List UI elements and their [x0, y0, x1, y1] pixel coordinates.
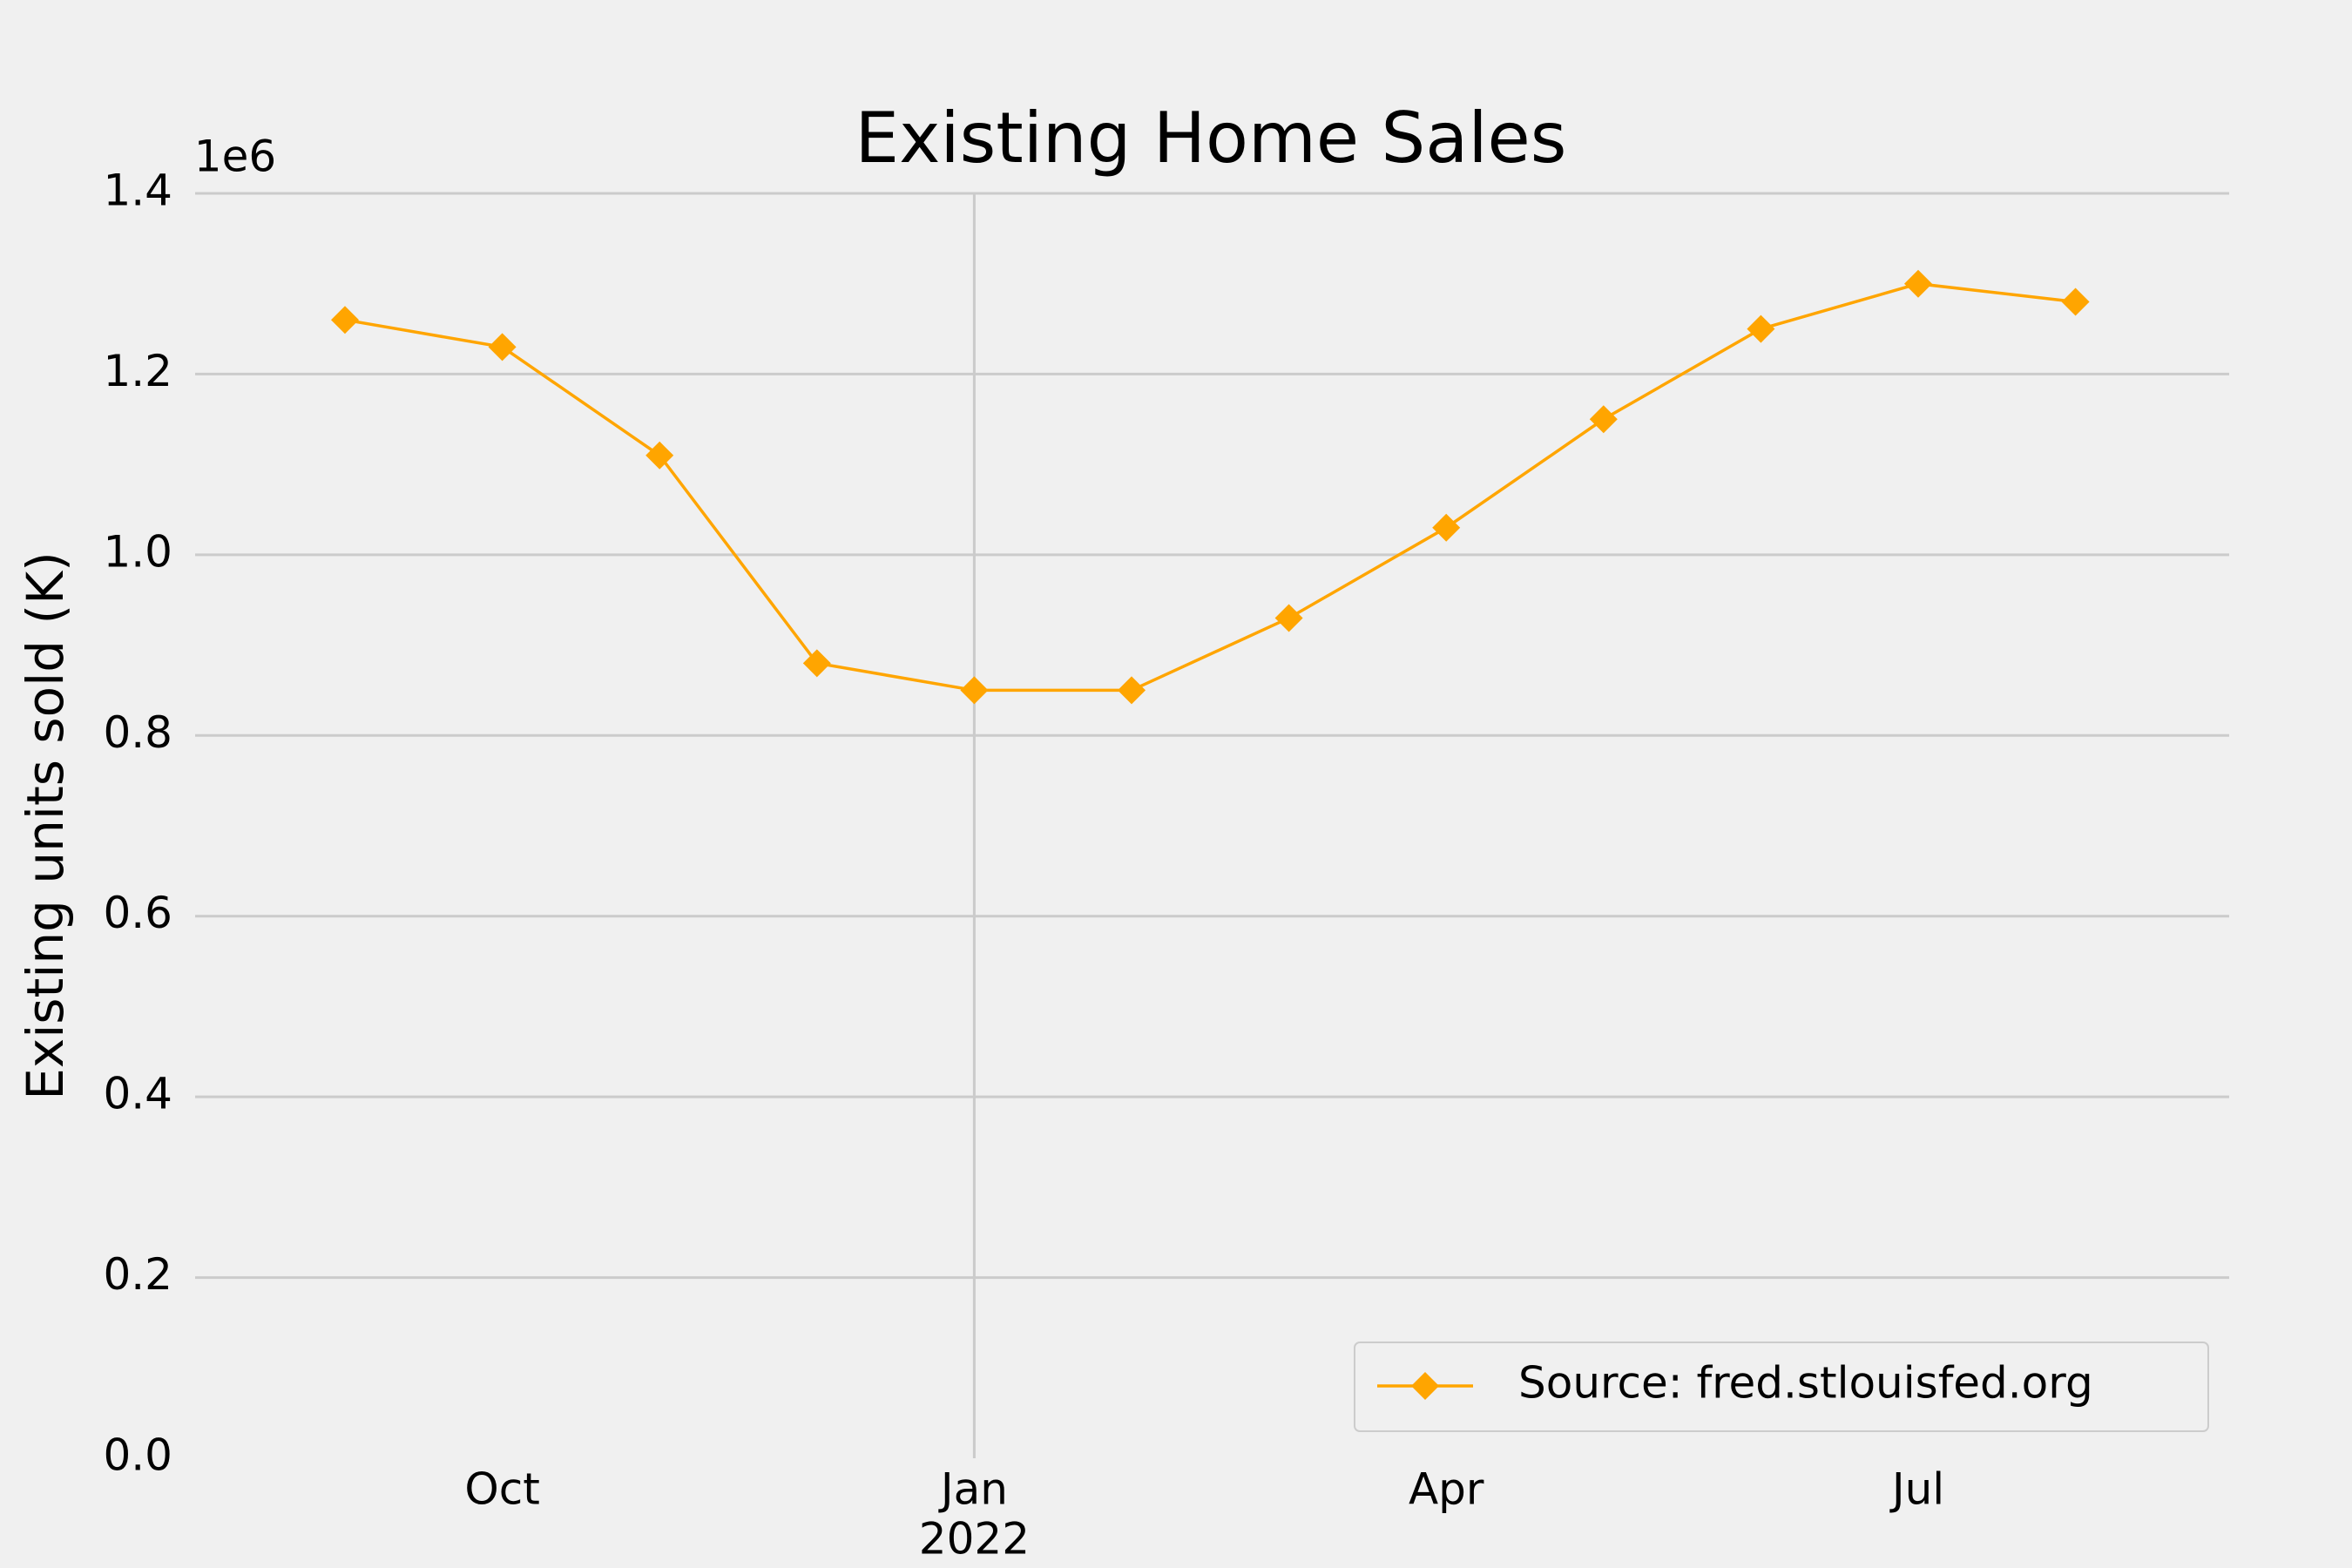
- data-point: [1747, 314, 1775, 343]
- data-point: [1274, 604, 1303, 632]
- data-point: [1904, 269, 1932, 298]
- y-tick-label: 0.6: [103, 888, 172, 938]
- legend-label: Source: fred.stlouisfed.org: [1518, 1358, 2093, 1409]
- y-tick-label: 0.8: [103, 707, 172, 758]
- x-tick-label: Jul: [1889, 1464, 1944, 1515]
- y-tick-label: 1.2: [103, 346, 172, 396]
- legend-box: [1354, 1342, 2209, 1432]
- data-point: [1118, 676, 1146, 705]
- x-tick-label: Apr: [1409, 1464, 1484, 1515]
- x-tick-label: Jan: [938, 1464, 1008, 1515]
- data-point: [1432, 513, 1461, 542]
- y-tick-label: 0.4: [103, 1069, 172, 1119]
- data-point: [2061, 287, 2090, 316]
- y-offset-label: 1e6: [194, 132, 276, 182]
- y-tick-label: 0.0: [103, 1430, 172, 1481]
- legend-marker: [1411, 1372, 1439, 1400]
- data-point: [488, 333, 517, 362]
- chart-title: Existing Home Sales: [855, 98, 1567, 179]
- data-point: [960, 676, 989, 705]
- x-tick-sublabel: 2022: [919, 1514, 1030, 1565]
- data-point: [802, 649, 831, 678]
- x-tick-label: Oct: [464, 1464, 539, 1515]
- y-tick-label: 0.2: [103, 1249, 172, 1300]
- data-point: [331, 306, 359, 335]
- data-point: [645, 441, 674, 470]
- series-line: [344, 281, 2076, 693]
- y-tick-label: 1.4: [103, 166, 172, 216]
- data-point: [1589, 405, 1618, 434]
- y-axis-label: Existing units sold (K): [16, 551, 75, 1100]
- y-tick-label: 1.0: [103, 526, 172, 577]
